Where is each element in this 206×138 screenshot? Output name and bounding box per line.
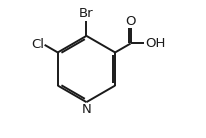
- Text: O: O: [125, 15, 136, 28]
- Text: N: N: [82, 103, 91, 116]
- Text: OH: OH: [145, 37, 165, 50]
- Text: Cl: Cl: [31, 38, 44, 51]
- Text: Br: Br: [79, 7, 94, 20]
